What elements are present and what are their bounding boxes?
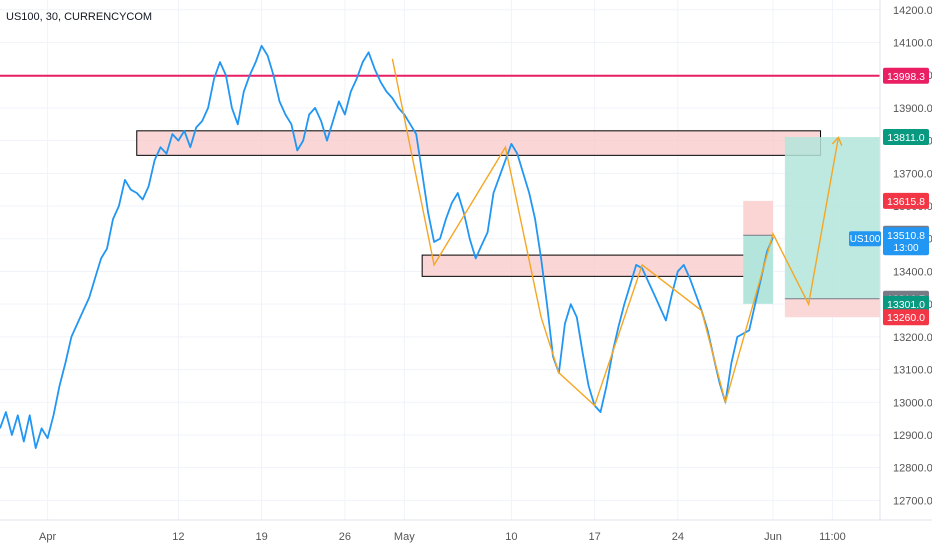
zones-layer: [136, 130, 822, 277]
price-tag: [883, 192, 929, 209]
x-tick-label: Apr: [39, 531, 56, 543]
price-series-line-0: [0, 44, 774, 449]
price-tag: [883, 129, 929, 146]
y-tick-label: 13400.0: [893, 266, 932, 278]
x-tick-label: 19: [255, 531, 267, 543]
price-tags-layer: 13998.313811.013615.813515.113316.713301…: [849, 67, 929, 326]
current-price-tag: [883, 227, 929, 256]
symbol-badge: [849, 231, 881, 247]
y-tick-label: 14200.0: [893, 5, 932, 17]
current-time-label: 13:00: [893, 243, 918, 254]
y-tick-label: 13000.0: [893, 397, 932, 409]
y-tick-label: 14100.0: [893, 38, 932, 50]
x-tick-label: 26: [339, 531, 351, 543]
x-tick-label: Jun: [764, 531, 782, 543]
stop-loss-area[interactable]: [784, 298, 880, 318]
y-tick-label: 12800.0: [893, 463, 932, 475]
supply-zone-0[interactable]: [136, 130, 822, 156]
y-tick-label: 13700.0: [893, 168, 932, 180]
price-tag: [883, 67, 929, 84]
small-stop-area[interactable]: [743, 200, 773, 236]
price-tag-label: 13615.8: [887, 196, 925, 208]
x-tick-label: 11:00: [819, 531, 846, 543]
y-tick-label: 13900.0: [893, 103, 932, 115]
y-tick-label: 13200.0: [893, 332, 932, 344]
pattern-layer: [391, 58, 843, 407]
symbol-badge-label: US100: [850, 234, 881, 245]
price-series-layer: [0, 44, 774, 449]
x-tick-label: 24: [672, 531, 684, 543]
supply-zone-1[interactable]: [421, 254, 768, 277]
y-tick-label: 12900.0: [893, 430, 932, 442]
price-tag: [883, 309, 929, 326]
x-tick-label: 12: [172, 531, 184, 543]
y-tick-label: 12700.0: [893, 495, 932, 507]
price-tag-label: 13811.0: [887, 132, 924, 144]
current-price-label: 13510.8: [887, 230, 925, 242]
take-profit-area[interactable]: [784, 137, 880, 299]
x-tick-label: May: [394, 531, 415, 543]
position-tool-layer[interactable]: [743, 137, 880, 318]
zigzag-pattern-line[interactable]: [391, 58, 840, 407]
price-tag: [883, 295, 929, 312]
axes-layer: 12700.0 12800.0 12900.0 13000.0 13100.0 13200…: [0, 0, 932, 543]
chart-title: US100, 30, CURRENCYCOM: [6, 11, 152, 23]
y-tick-label: 13100.0: [893, 365, 932, 377]
x-tick-label: 10: [505, 531, 517, 543]
x-tick-label: 17: [588, 531, 600, 543]
price-tag-label: 13998.3: [887, 71, 925, 83]
price-tag-label: 13260.0: [887, 312, 925, 324]
target-arrow-head: [831, 136, 843, 146]
price-tag-label: 13301.0: [887, 299, 925, 311]
